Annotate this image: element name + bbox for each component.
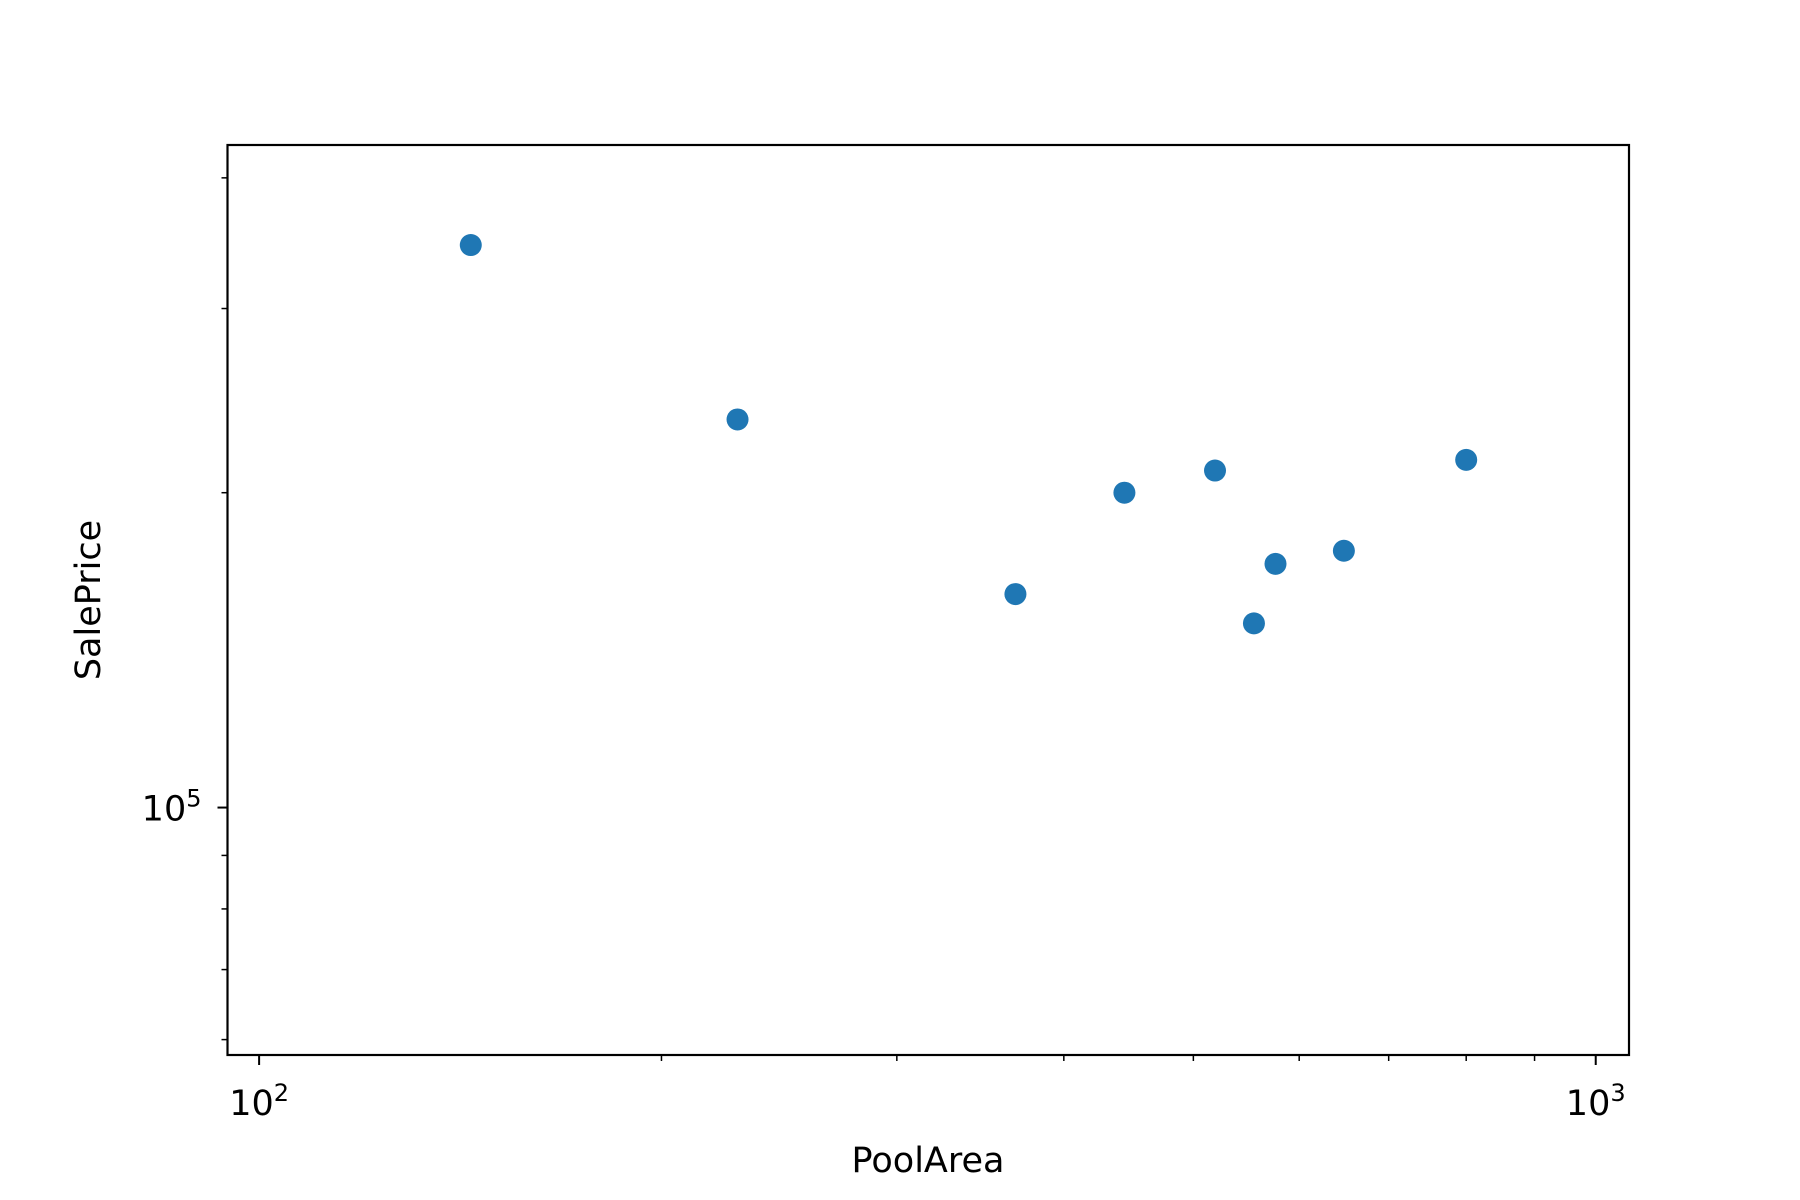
data-point: [1113, 481, 1136, 504]
data-point: [459, 234, 482, 257]
points-layer: [459, 234, 1478, 635]
ticks-layer: 102 103 105: [142, 177, 1626, 1124]
data-point: [1004, 583, 1027, 606]
data-point: [1455, 448, 1478, 471]
x-tick-label: 102: [229, 1079, 289, 1124]
y-axis-label: SalePrice: [69, 520, 109, 680]
x-axis-label: PoolArea: [852, 1141, 1005, 1181]
data-point: [1264, 552, 1287, 575]
plot-frame: [226, 143, 1631, 1057]
data-point: [1204, 459, 1227, 482]
data-point: [1242, 612, 1265, 635]
data-point: [1332, 539, 1355, 562]
y-tick-label: 105: [142, 785, 202, 830]
data-point: [726, 408, 749, 431]
x-tick-label: 103: [1566, 1079, 1626, 1124]
